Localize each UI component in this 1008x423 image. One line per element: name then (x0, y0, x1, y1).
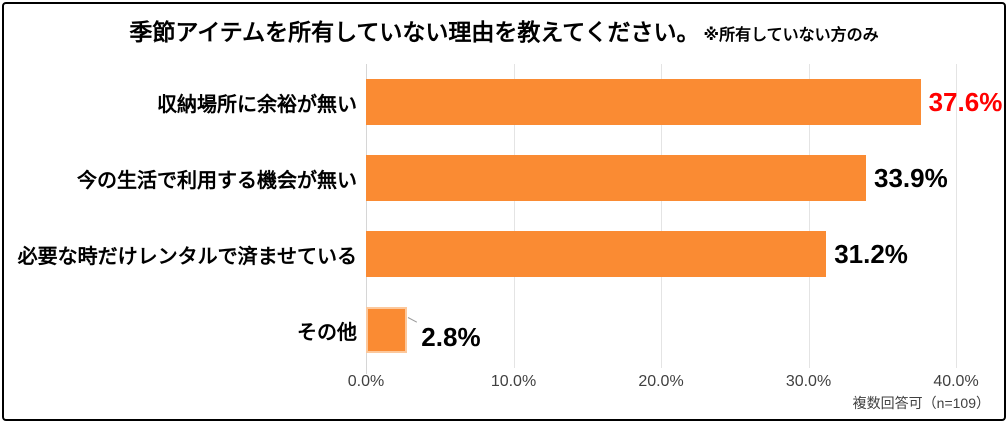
chart-title: 季節アイテムを所有していない理由を教えてください。 ※所有していない方のみ (0, 13, 1008, 47)
x-tick-label-1: 10.0% (490, 373, 537, 390)
chart-title-note: ※所有していない方のみ (703, 27, 879, 44)
plot-area: 37.6% 33.9% 31.2% 2.8% (366, 64, 1002, 374)
gridline (956, 64, 957, 368)
gridline (661, 64, 662, 368)
category-label-3: その他 (297, 321, 357, 344)
value-label-0: 37.6% (928, 87, 1003, 117)
category-label-2: 必要な時だけレンタルで済ませている (17, 245, 357, 268)
x-tick-label-3: 30.0% (785, 373, 832, 390)
footnote: 複数回答可（n=109） (852, 395, 990, 411)
x-tick-label-4: 40.0% (933, 373, 979, 390)
x-tick-label-0: 0.0% (347, 373, 385, 390)
value-label-1: 33.9% (874, 163, 948, 193)
gridline (808, 64, 810, 368)
category-label-1: 今の生活で利用する機会が無い (77, 169, 357, 192)
bar-3[interactable] (366, 307, 408, 353)
chart-title-main: 季節アイテムを所有していない理由を教えてください。 (129, 19, 700, 45)
value-label-2: 31.2% (834, 239, 908, 269)
bar-1[interactable] (366, 155, 867, 201)
leader-line (408, 317, 418, 323)
x-tick-label-2: 20.0% (638, 373, 684, 390)
category-label-0: 収納場所に余裕が無い (157, 93, 357, 116)
bar-0[interactable] (366, 79, 921, 125)
value-label-3: 2.8% (421, 322, 481, 352)
gridline (513, 64, 515, 368)
bar-2[interactable] (366, 231, 827, 277)
y-axis-line (366, 64, 367, 374)
